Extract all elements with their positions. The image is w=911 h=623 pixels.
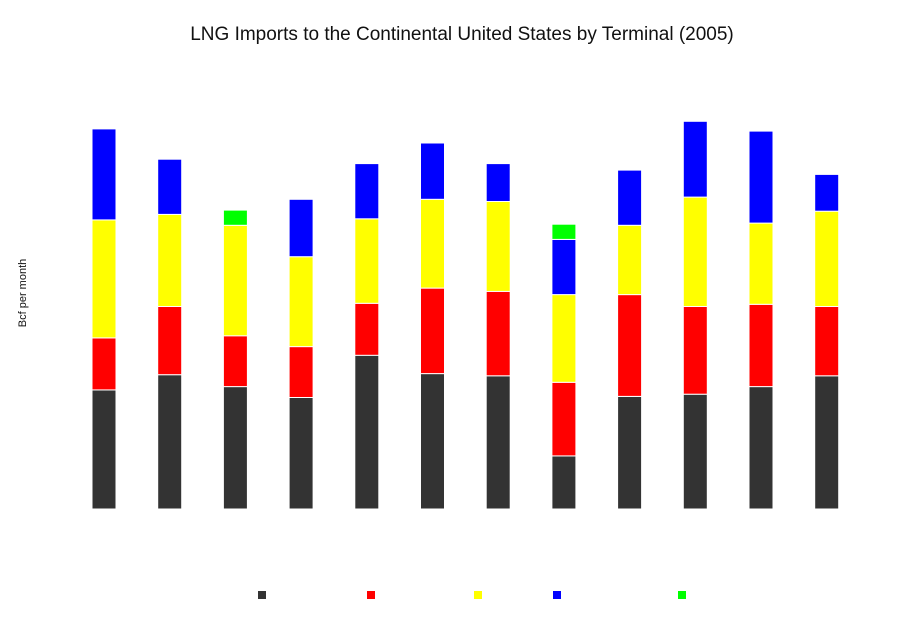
legend-swatch-3	[474, 591, 482, 599]
bar-segment-2-series-2	[157, 306, 183, 376]
bar-segment-7-series-3	[485, 201, 511, 292]
bar-segment-8-series-1	[551, 455, 577, 510]
legend-item-3	[474, 591, 482, 599]
bar-segment-9-series-2	[617, 294, 643, 397]
legend-item-5	[678, 591, 686, 599]
bar-segment-8-series-2	[551, 381, 577, 457]
bar-segment-12-series-2	[814, 306, 840, 377]
bar-segment-1-series-3	[91, 219, 117, 339]
bar-segment-2-series-1	[157, 374, 183, 510]
chart-title: LNG Imports to the Continental United St…	[190, 24, 734, 45]
bar-segment-11-series-4	[748, 130, 774, 224]
legend-item-2	[367, 591, 375, 599]
bar-segment-5-series-1	[354, 354, 380, 510]
bar-segment-4-series-2	[288, 346, 314, 399]
bar-segment-11-series-3	[748, 222, 774, 305]
bar-segment-7-series-2	[485, 290, 511, 377]
bar-segment-3-series-1	[222, 386, 248, 510]
bar-segment-11-series-2	[748, 303, 774, 388]
bar-segment-8-series-4	[551, 238, 577, 296]
legend	[258, 591, 686, 599]
bar-segment-6-series-3	[420, 198, 445, 289]
bar-segment-1-series-2	[91, 337, 117, 391]
legend-item-1	[258, 591, 266, 599]
bar-segment-5-series-4	[354, 163, 380, 220]
bar-segment-10-series-3	[682, 196, 708, 308]
bar-segment-10-series-2	[682, 306, 708, 395]
y-axis-label: Bcf per month	[17, 259, 29, 327]
bar-segment-3-series-5	[222, 209, 248, 226]
bar-segment-4-series-3	[288, 256, 314, 348]
bar-segment-10-series-4	[682, 120, 708, 198]
legend-swatch-1	[258, 591, 266, 599]
bar-segment-12-series-1	[814, 375, 840, 510]
bar-segment-3-series-2	[222, 335, 248, 388]
bar-segment-12-series-4	[814, 173, 840, 212]
bar-segment-4-series-1	[288, 397, 314, 510]
bar-segment-7-series-4	[485, 163, 511, 203]
legend-swatch-5	[678, 591, 686, 599]
bar-segment-5-series-3	[354, 218, 380, 304]
bar-segment-2-series-4	[157, 158, 183, 215]
bar-segment-2-series-3	[157, 214, 183, 307]
bar-segment-5-series-2	[354, 302, 380, 356]
bar-segment-6-series-1	[420, 373, 445, 510]
legend-swatch-4	[553, 591, 561, 599]
bar-segment-9-series-3	[617, 224, 643, 296]
bar-segment-10-series-1	[682, 393, 708, 510]
bar-segment-6-series-2	[420, 287, 445, 375]
bar-segment-7-series-1	[485, 375, 511, 510]
bar-segment-1-series-1	[91, 389, 117, 510]
bar-segment-12-series-3	[814, 210, 840, 307]
legend-item-4	[553, 591, 561, 599]
bar-segment-3-series-3	[222, 224, 248, 337]
bar-segment-8-series-5	[551, 223, 577, 240]
legend-swatch-2	[367, 591, 375, 599]
bar-segment-9-series-1	[617, 395, 643, 510]
bars-group	[91, 120, 840, 510]
bar-segment-11-series-1	[748, 386, 774, 510]
bar-segment-9-series-4	[617, 169, 643, 226]
bar-segment-1-series-4	[91, 128, 117, 221]
bar-segment-6-series-4	[420, 142, 445, 200]
bar-segment-4-series-4	[288, 198, 314, 258]
bar-segment-8-series-3	[551, 294, 577, 383]
